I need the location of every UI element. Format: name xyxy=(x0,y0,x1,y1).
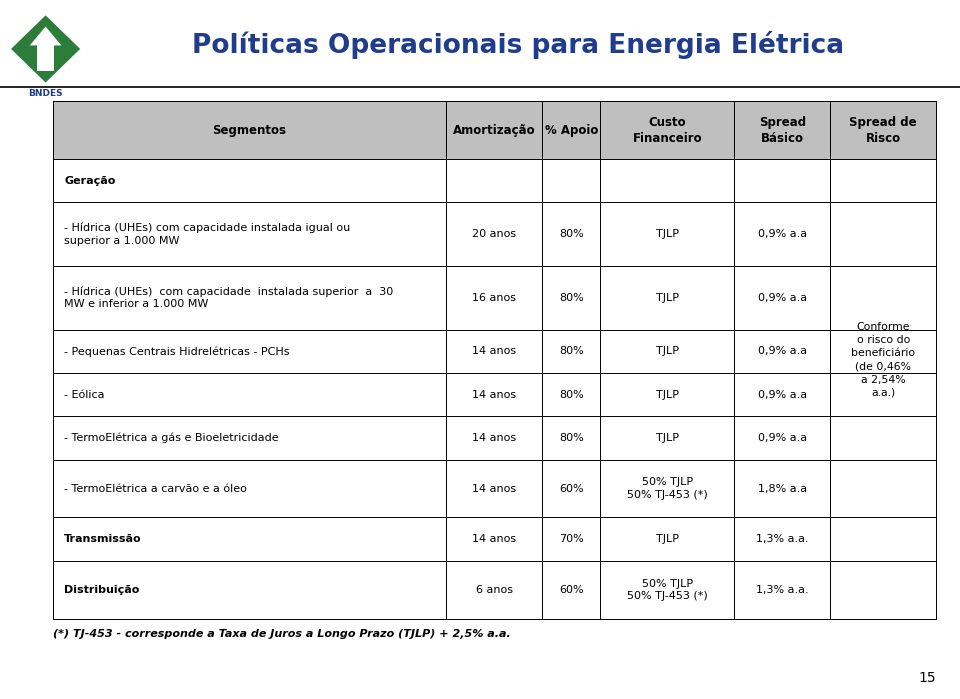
Text: Distribuição: Distribuição xyxy=(64,585,140,595)
Text: 14 anos: 14 anos xyxy=(472,346,516,356)
Text: 80%: 80% xyxy=(559,433,584,443)
Text: - TermoElétrica a gás e Bioeletricidade: - TermoElétrica a gás e Bioeletricidade xyxy=(64,433,279,443)
Text: Segmentos: Segmentos xyxy=(212,124,287,137)
Text: - Eólica: - Eólica xyxy=(64,389,105,400)
Polygon shape xyxy=(36,45,54,71)
Text: - Hídrica (UHEs)  com capacidade  instalada superior  a  30
MW e inferior a 1.00: - Hídrica (UHEs) com capacidade instalad… xyxy=(64,287,394,309)
Text: 0,9% a.a: 0,9% a.a xyxy=(757,293,807,303)
Text: 70%: 70% xyxy=(559,534,584,544)
Polygon shape xyxy=(30,27,61,45)
Text: TJLP: TJLP xyxy=(656,229,679,239)
Text: 1,8% a.a: 1,8% a.a xyxy=(757,484,807,493)
Text: 50% TJLP
50% TJ-453 (*): 50% TJLP 50% TJ-453 (*) xyxy=(627,477,708,500)
Text: 60%: 60% xyxy=(559,484,584,493)
Text: % Apoio: % Apoio xyxy=(544,124,598,137)
Text: Spread de
Risco: Spread de Risco xyxy=(850,116,917,145)
Text: 60%: 60% xyxy=(559,585,584,595)
Text: (*) TJ-453 - corresponde a Taxa de Juros a Longo Prazo (TJLP) + 2,5% a.a.: (*) TJ-453 - corresponde a Taxa de Juros… xyxy=(53,629,511,639)
Text: 14 anos: 14 anos xyxy=(472,484,516,493)
Text: Políticas Operacionais para Energia Elétrica: Políticas Operacionais para Energia Elét… xyxy=(192,31,845,59)
Text: 0,9% a.a: 0,9% a.a xyxy=(757,229,807,239)
Text: TJLP: TJLP xyxy=(656,346,679,356)
Text: 20 anos: 20 anos xyxy=(472,229,516,239)
Text: TJLP: TJLP xyxy=(656,389,679,400)
Text: 80%: 80% xyxy=(559,389,584,400)
Text: 0,9% a.a: 0,9% a.a xyxy=(757,389,807,400)
Text: 80%: 80% xyxy=(559,229,584,239)
Text: Amortização: Amortização xyxy=(453,124,536,137)
Text: 80%: 80% xyxy=(559,346,584,356)
Text: TJLP: TJLP xyxy=(656,534,679,544)
Text: TJLP: TJLP xyxy=(656,293,679,303)
Text: Transmissão: Transmissão xyxy=(64,534,142,544)
Text: 6 anos: 6 anos xyxy=(476,585,513,595)
Text: Geração: Geração xyxy=(64,176,116,186)
Text: Conforme
o risco do
beneficiário
(de 0,46%
a 2,54%
a.a.): Conforme o risco do beneficiário (de 0,4… xyxy=(852,322,915,398)
Text: 14 anos: 14 anos xyxy=(472,433,516,443)
Text: 1,3% a.a.: 1,3% a.a. xyxy=(756,534,808,544)
Text: TJLP: TJLP xyxy=(656,433,679,443)
Text: Custo
Financeiro: Custo Financeiro xyxy=(633,116,702,145)
Text: 16 anos: 16 anos xyxy=(472,293,516,303)
Bar xyxy=(53,101,936,159)
Text: 15: 15 xyxy=(919,671,936,685)
Text: 14 anos: 14 anos xyxy=(472,534,516,544)
Text: BNDES: BNDES xyxy=(28,89,63,99)
Text: 0,9% a.a: 0,9% a.a xyxy=(757,346,807,356)
Text: - Hídrica (UHEs) com capacidade instalada igual ou
superior a 1.000 MW: - Hídrica (UHEs) com capacidade instalad… xyxy=(64,223,350,246)
Text: - TermoElétrica a carvão e a óleo: - TermoElétrica a carvão e a óleo xyxy=(64,484,247,493)
Text: 1,3% a.a.: 1,3% a.a. xyxy=(756,585,808,595)
Text: 14 anos: 14 anos xyxy=(472,389,516,400)
Text: 80%: 80% xyxy=(559,293,584,303)
Polygon shape xyxy=(12,15,80,82)
Text: 50% TJLP
50% TJ-453 (*): 50% TJLP 50% TJ-453 (*) xyxy=(627,579,708,601)
Text: - Pequenas Centrais Hidrelétricas - PCHs: - Pequenas Centrais Hidrelétricas - PCHs xyxy=(64,346,290,356)
Text: 0,9% a.a: 0,9% a.a xyxy=(757,433,807,443)
Text: Spread
Básico: Spread Básico xyxy=(758,116,806,145)
